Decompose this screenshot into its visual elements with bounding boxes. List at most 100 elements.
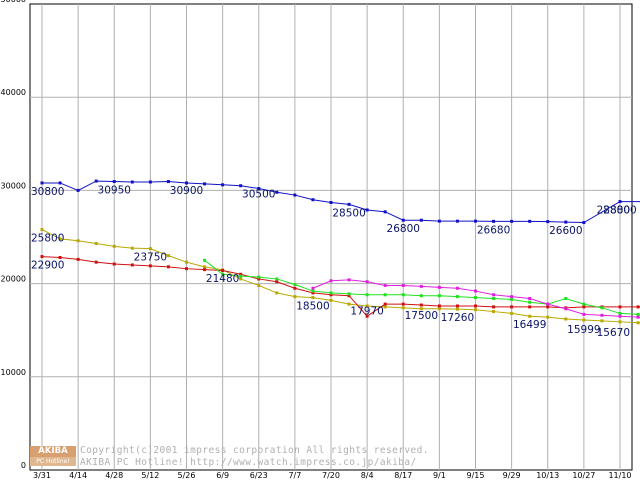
copyright-line: Copyright(c)2001 impress corporation All… xyxy=(80,445,429,456)
data-point-blue xyxy=(419,218,423,222)
data-point-magenta xyxy=(510,295,514,299)
data-point-red xyxy=(76,257,80,261)
data-point-magenta xyxy=(564,307,568,311)
akiba-logo: AKIBA PC Hotline! xyxy=(30,446,76,466)
data-point-blue xyxy=(311,198,315,202)
data-point-yellow xyxy=(239,277,243,281)
data-point-yellow xyxy=(474,308,477,312)
data-point-red xyxy=(365,314,369,318)
x-tick-label: 9/1 xyxy=(433,471,446,480)
data-point-green xyxy=(600,306,604,310)
data-point-green xyxy=(437,294,441,298)
y-tick-label: 0 xyxy=(21,461,26,470)
data-label: 28500 xyxy=(332,207,365,219)
data-label: 15670 xyxy=(597,327,630,339)
data-point-blue xyxy=(510,219,514,223)
data-point-red xyxy=(239,272,243,276)
data-point-green xyxy=(636,312,640,316)
data-point-blue xyxy=(528,219,532,223)
data-label: 26680 xyxy=(477,224,510,236)
data-point-yellow xyxy=(401,306,405,310)
data-point-red xyxy=(203,268,207,272)
data-point-yellow xyxy=(293,295,297,299)
data-point-blue xyxy=(275,190,279,194)
data-point-red xyxy=(510,305,514,309)
data-point-red xyxy=(112,262,116,266)
data-point-green xyxy=(257,275,261,279)
data-point-yellow xyxy=(492,310,496,314)
data-point-blue xyxy=(401,218,405,222)
data-point-magenta xyxy=(365,280,369,284)
data-point-red xyxy=(293,286,297,290)
data-point-red xyxy=(275,280,279,284)
x-tick-label: 4/28 xyxy=(105,471,123,480)
data-point-blue xyxy=(130,180,134,184)
data-point-yellow xyxy=(365,304,369,308)
data-point-green xyxy=(419,294,423,298)
data-point-yellow xyxy=(419,307,423,311)
data-point-red xyxy=(148,264,152,268)
data-label: 17500 xyxy=(405,310,438,322)
data-point-magenta xyxy=(437,285,441,289)
x-tick-label: 5/26 xyxy=(178,471,196,480)
y-tick-label: 40000 xyxy=(1,88,26,97)
data-point-blue xyxy=(437,219,441,223)
data-point-red xyxy=(528,305,532,309)
data-point-red xyxy=(492,305,496,309)
data-point-red xyxy=(130,263,134,267)
data-point-blue xyxy=(166,180,170,184)
data-point-yellow xyxy=(58,237,62,241)
data-label: 25800 xyxy=(31,233,64,245)
data-label: 26800 xyxy=(387,223,420,235)
x-tick-label: 8/17 xyxy=(394,471,412,480)
data-point-blue xyxy=(148,180,152,184)
data-label: 26600 xyxy=(549,225,582,237)
data-point-yellow xyxy=(329,298,333,302)
data-point-yellow xyxy=(347,302,351,306)
data-point-yellow xyxy=(130,246,134,250)
data-point-magenta xyxy=(582,312,586,316)
data-point-red xyxy=(40,255,44,259)
x-tick-label: 9/15 xyxy=(467,471,485,480)
data-point-green xyxy=(221,272,225,276)
data-label: 17260 xyxy=(441,312,474,324)
data-point-yellow xyxy=(437,307,441,311)
data-point-blue xyxy=(564,220,568,224)
data-point-blue xyxy=(492,219,496,223)
data-point-blue xyxy=(474,219,477,223)
data-label: 30800 xyxy=(31,186,64,198)
data-point-blue xyxy=(329,201,333,205)
data-label: 18500 xyxy=(296,301,329,313)
data-point-yellow xyxy=(636,321,640,325)
data-point-red xyxy=(257,277,261,281)
data-point-yellow xyxy=(600,319,604,323)
data-point-yellow xyxy=(564,317,568,321)
data-point-magenta xyxy=(329,279,333,283)
site-url-line: AKIBA PC Hotline! http://www.watch.impre… xyxy=(80,457,417,468)
y-tick-label: 50000 xyxy=(1,0,26,4)
x-tick-label: 10/27 xyxy=(572,471,595,480)
data-point-blue xyxy=(347,202,351,206)
data-point-red xyxy=(474,304,477,308)
data-point-blue xyxy=(185,181,188,185)
data-label: 30950 xyxy=(98,185,131,197)
data-point-green xyxy=(401,293,405,297)
data-point-yellow xyxy=(582,318,586,322)
data-point-magenta xyxy=(528,297,532,301)
data-label: 28800 xyxy=(597,205,630,217)
data-point-magenta xyxy=(618,314,622,318)
x-tick-label: 9/29 xyxy=(503,471,521,480)
data-point-magenta xyxy=(347,278,351,282)
data-point-green xyxy=(365,293,369,297)
data-point-magenta xyxy=(455,286,459,290)
data-point-blue xyxy=(546,220,550,224)
data-point-blue xyxy=(365,208,369,212)
data-point-yellow xyxy=(257,283,261,287)
data-point-magenta xyxy=(311,286,315,290)
data-point-blue xyxy=(112,180,116,184)
data-point-green xyxy=(618,311,622,315)
data-point-blue xyxy=(40,181,44,185)
data-point-green xyxy=(347,292,351,296)
data-point-yellow xyxy=(311,296,315,300)
